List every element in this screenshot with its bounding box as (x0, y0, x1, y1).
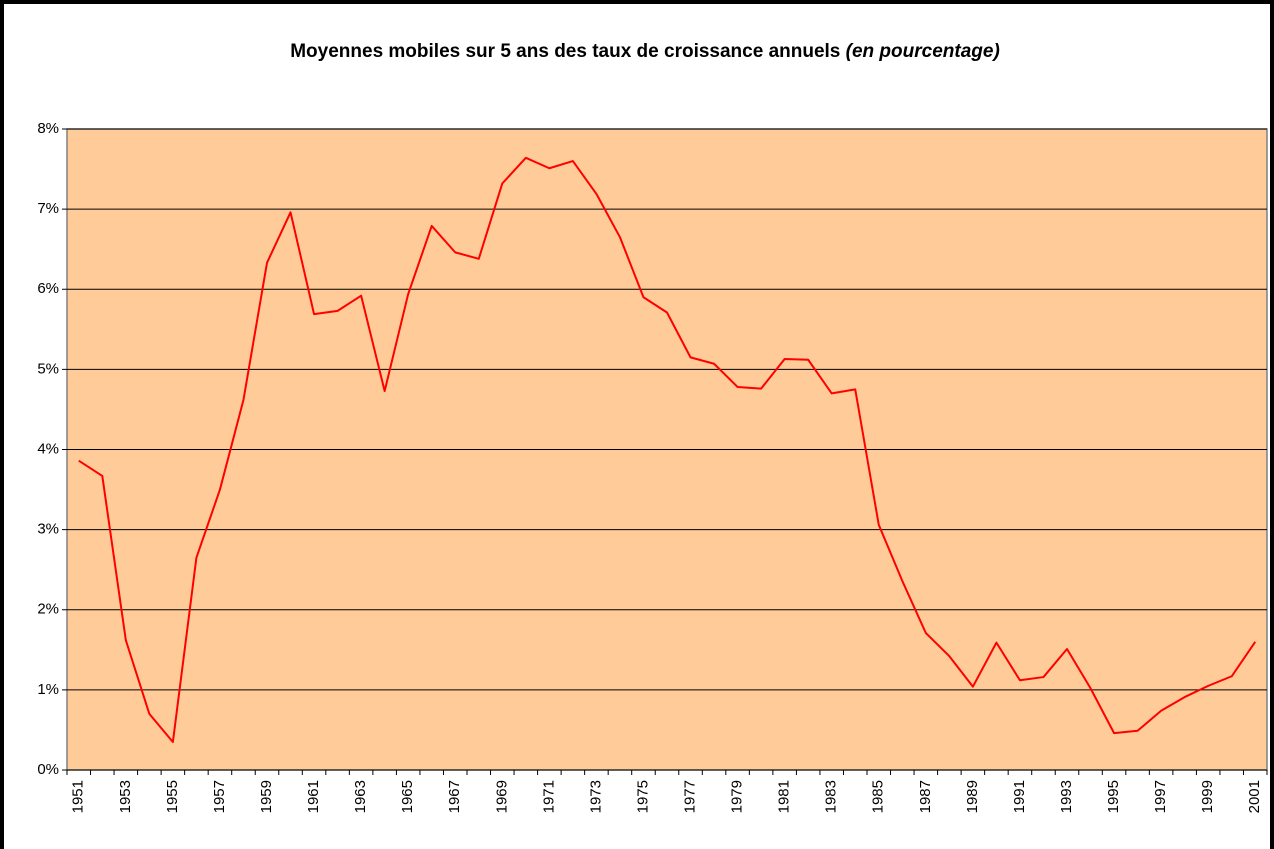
x-tick-label: 1993 (1058, 780, 1075, 813)
y-tick-label: 0% (37, 761, 59, 778)
x-tick-label: 1967 (446, 780, 463, 813)
x-tick-label: 1975 (634, 780, 651, 813)
x-tick-label: 1951 (70, 780, 87, 813)
y-tick-label: 8% (37, 120, 59, 137)
x-tick-label: 1995 (1105, 780, 1122, 813)
x-tick-label: 1989 (964, 780, 981, 813)
x-tick-label: 1969 (493, 780, 510, 813)
x-tick-label: 1961 (305, 780, 322, 813)
y-tick-label: 6% (37, 280, 59, 297)
x-tick-label: 1985 (870, 780, 887, 813)
y-tick-label: 4% (37, 440, 59, 457)
x-tick-label: 1987 (917, 780, 934, 813)
x-tick-label: 1991 (1011, 780, 1028, 813)
y-tick-label: 1% (37, 681, 59, 698)
x-tick-label: 1963 (352, 780, 369, 813)
x-tick-label: 1959 (258, 780, 275, 813)
y-tick-label: 3% (37, 521, 59, 538)
x-tick-label: 1979 (729, 780, 746, 813)
x-tick-label: 1957 (211, 780, 228, 813)
title-main: Moyennes mobiles sur 5 ans des taux de c… (290, 41, 840, 62)
line-series (78, 156, 1257, 743)
x-tick-label: 1965 (399, 780, 416, 813)
x-tick-label: 1981 (776, 780, 793, 813)
x-tick-label: 1955 (164, 780, 181, 813)
x-tick-label: 1971 (540, 780, 557, 813)
x-tick-label: 1983 (823, 780, 840, 813)
y-tick-label: 7% (37, 200, 59, 217)
y-tick-label: 2% (37, 601, 59, 618)
chart-title: Moyennes mobiles sur 5 ans des taux de c… (290, 41, 1000, 62)
x-tick-label: 1997 (1152, 780, 1169, 813)
x-tick-label: 1999 (1199, 780, 1216, 813)
title-note: (en pourcentage) (846, 41, 1000, 62)
x-tick-label: 1953 (117, 780, 134, 813)
x-tick-label: 2001 (1246, 780, 1263, 813)
y-tick-label: 5% (37, 360, 59, 377)
x-tick-label: 1973 (587, 780, 604, 813)
x-tick-label: 1977 (681, 780, 698, 813)
